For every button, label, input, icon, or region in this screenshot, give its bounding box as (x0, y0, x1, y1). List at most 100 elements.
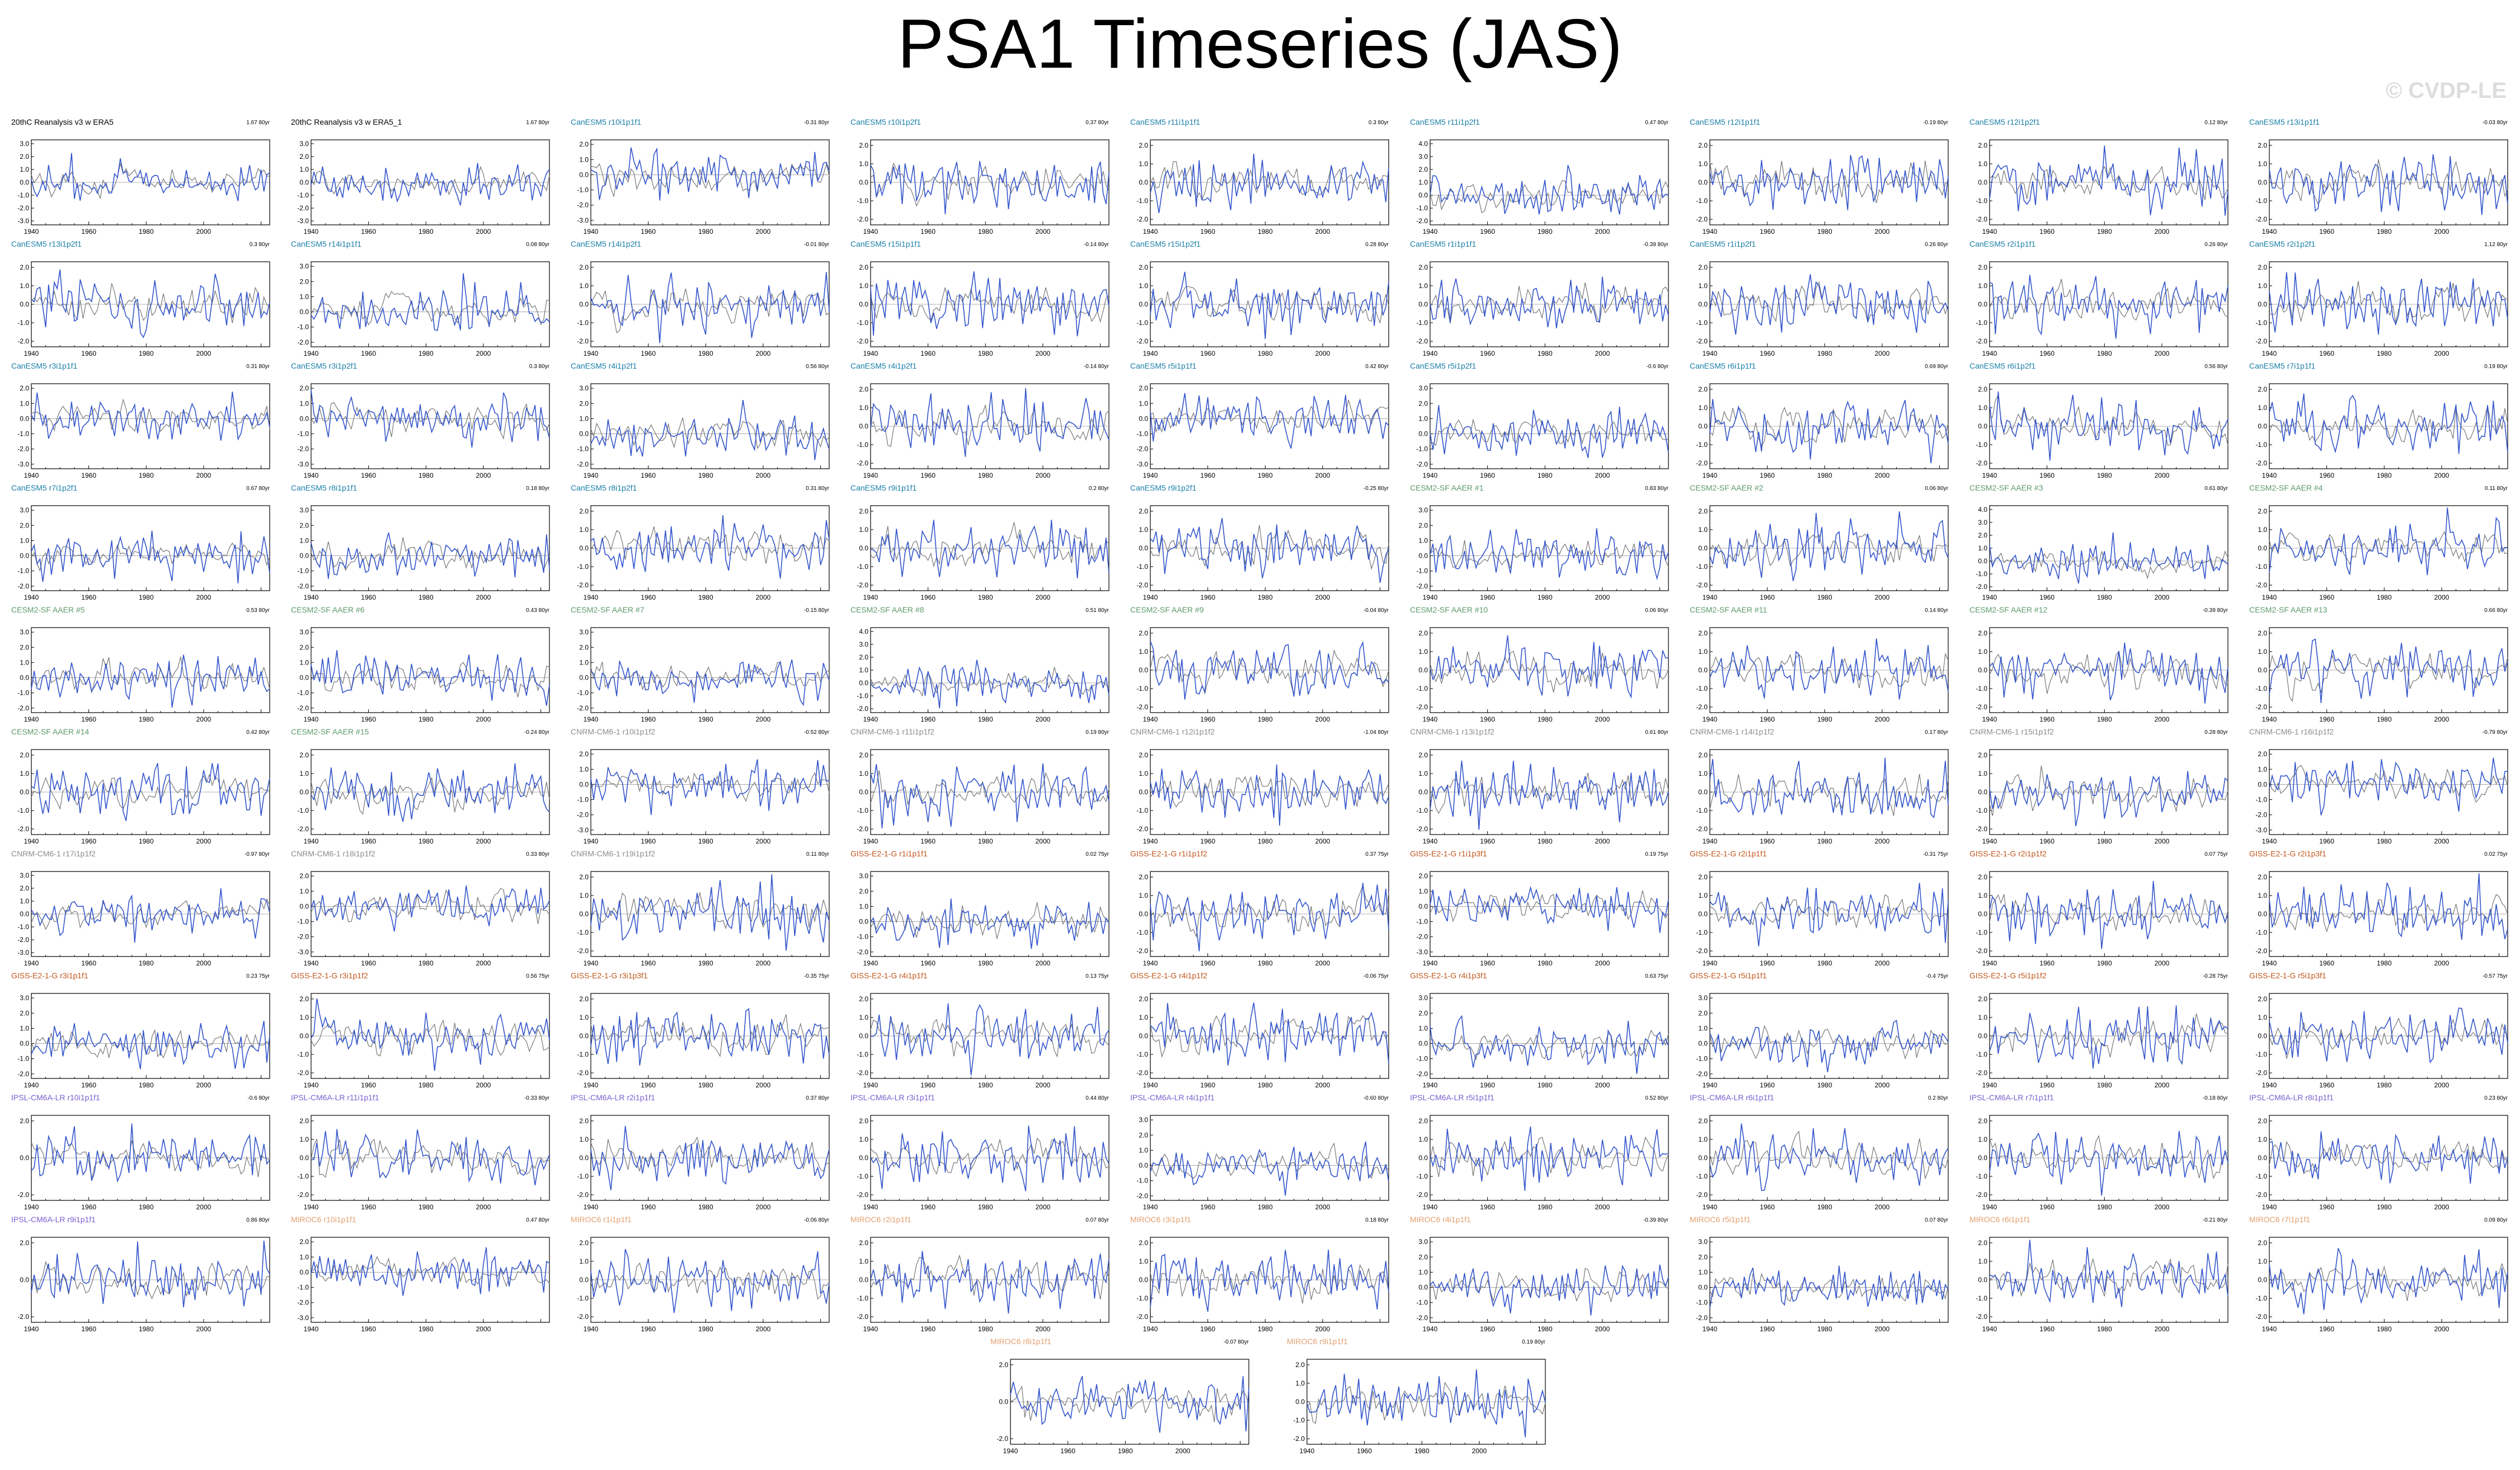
timeseries-plot: 2.0 1.0 0.0 -1.0 -2.0 1940 1960 1980 2000 (17, 749, 270, 845)
x-tick-label: 2000 (1315, 593, 1330, 601)
y-tick-label: 0.0 (1978, 557, 1987, 565)
y-tick-label: -2.0 (297, 1191, 309, 1199)
panel-trend-label: 0.12 80yr (2204, 120, 2228, 126)
x-tick-label: 1960 (1480, 959, 1495, 967)
member-series-line (590, 272, 830, 343)
panel-title: CanESM5 r10i1p2f1 (850, 117, 922, 126)
panel-trend-label: -0.07 80yr (1223, 1339, 1249, 1345)
x-tick-label: 2000 (1875, 1325, 1890, 1333)
y-tick-label: -1.0 (857, 692, 868, 700)
x-tick-label: 2000 (1036, 472, 1051, 479)
x-tick-label: 2000 (196, 837, 211, 845)
member-series-line (1989, 771, 2228, 827)
observed-series-line (31, 542, 270, 572)
timeseries-plot: 2.0 1.0 0.0 -1.0 -2.0 1940 1960 1980 2000 (1976, 261, 2228, 357)
observed-series-line (2269, 281, 2508, 323)
observed-series-line (1989, 765, 2228, 816)
x-tick-label: 1960 (2039, 593, 2054, 601)
y-tick-label: 0.0 (299, 1154, 309, 1162)
panel-trend-label: -0.52 80yr (803, 729, 829, 736)
x-tick-label: 1940 (1143, 350, 1158, 357)
timeseries-panel: MIROC6 r10i1p1f1 0.47 80yr 2.0 1.0 0.0 -1.0 -2… (288, 1215, 551, 1333)
timeseries-panel: GISS-E2-1-G r5i1p3f1 -0.57 75yr 2.0 1.0 0.0 -… (2246, 971, 2509, 1089)
observed-series-line (2269, 653, 2508, 703)
x-tick-label: 2000 (476, 1203, 491, 1211)
plot-frame (590, 627, 830, 713)
x-tick-label: 2000 (1595, 715, 1610, 723)
y-tick-label: 1.0 (20, 1024, 29, 1032)
timeseries-plot: 3.0 2.0 1.0 0.0 -1.0 -2.0 1940 1960 1980 2000 (17, 627, 270, 723)
observed-series-line (1709, 281, 1949, 323)
x-tick-label: 2000 (756, 1325, 771, 1333)
x-tick-label: 2000 (1036, 1203, 1051, 1211)
x-tick-label: 1940 (2262, 593, 2277, 601)
timeseries-panel: CESM2-SF AAER #8 0.51 80yr 4.0 3.0 2.0 1.0 0.0… (847, 605, 1110, 723)
y-tick-label: -1.0 (17, 191, 29, 199)
panel-title: GISS-E2-1-G r3i1p1f1 (11, 971, 88, 980)
x-tick-label: 1960 (1357, 1447, 1372, 1455)
y-tick-label: 3.0 (1418, 994, 1428, 1002)
panel-trend-label: 0.44 80yr (1085, 1095, 1109, 1101)
x-tick-label: 1960 (1200, 1325, 1215, 1333)
y-tick-label: -1.0 (2255, 319, 2267, 327)
timeseries-panel: GISS-E2-1-G r4i1p1f2 -0.06 75yr 2.0 1.0 0.0 -… (1127, 971, 1390, 1089)
x-tick-label: 1960 (81, 959, 96, 967)
y-tick-label: 1.0 (579, 765, 589, 773)
x-tick-label: 1940 (1143, 959, 1158, 967)
member-series-line (1150, 1141, 1389, 1196)
y-tick-label: -2.0 (1696, 581, 1708, 589)
observed-series-line (1709, 161, 1949, 203)
y-tick-label: 0.0 (1698, 422, 1708, 430)
y-tick-label: 2.0 (1418, 1009, 1428, 1017)
plot-frame (870, 871, 1109, 957)
y-tick-label: 2.0 (1698, 873, 1708, 881)
y-tick-label: -2.0 (17, 1313, 29, 1321)
panel-title: CNRM-CM6-1 r11i1p1f2 (850, 727, 934, 736)
panel-trend-label: 1.12 80yr (2484, 242, 2508, 248)
x-tick-label: 1980 (2377, 350, 2392, 357)
x-tick-label: 1940 (863, 593, 878, 601)
panel-title: IPSL-CM6A-LR r5i1p1f1 (1410, 1093, 1494, 1102)
y-tick-label: -2.0 (1976, 583, 1987, 591)
y-tick-label: 2.0 (1698, 1253, 1708, 1261)
member-series-line (311, 273, 550, 331)
y-tick-label: -2.0 (857, 581, 868, 589)
panel-trend-label: 0.26 80yr (2204, 242, 2228, 248)
panel-trend-label: -0.14 80yr (1083, 242, 1109, 248)
panel-trend-label: 0.51 80yr (1085, 607, 1109, 614)
timeseries-plot: 2.0 1.0 0.0 -1.0 -2.0 -3.0 1940 1960 1980 2000 (2255, 749, 2508, 845)
x-tick-label: 1980 (2097, 1081, 2112, 1089)
y-tick-label: -1.0 (1136, 1294, 1148, 1302)
x-tick-label: 2000 (756, 228, 771, 235)
observed-series-line (311, 662, 550, 698)
panel-trend-label: 0.19 80yr (2484, 364, 2508, 370)
x-tick-label: 1960 (81, 593, 96, 601)
x-tick-label: 1940 (584, 715, 599, 723)
y-tick-label: 2.0 (579, 140, 589, 148)
x-tick-label: 1960 (641, 959, 656, 967)
panel-title: GISS-E2-1-G r5i1p1f1 (1690, 971, 1767, 980)
x-tick-label: 1940 (24, 593, 39, 601)
panel-title: CESM2-SF AAER #10 (1410, 605, 1488, 614)
y-tick-label: -2.0 (1136, 703, 1148, 711)
y-tick-label: -2.0 (577, 1191, 589, 1199)
x-tick-label: 2000 (1315, 959, 1330, 967)
timeseries-panel: MIROC6 r8i1p1f1 -0.07 80yr 2.0 0.0 -2.0 1940 1… (987, 1337, 1250, 1455)
timeseries-panel: CanESM5 r4i1p2f1 0.56 80yr 3.0 2.0 1.0 0.0 -1.… (567, 361, 830, 479)
panel-title: CanESM5 r15i1p2f1 (1130, 239, 1201, 248)
y-tick-label: 1.0 (1139, 770, 1148, 778)
x-tick-label: 1940 (863, 959, 878, 967)
y-tick-label: 2.0 (1978, 263, 1987, 271)
x-tick-label: 2000 (476, 593, 491, 601)
y-tick-label: 1.0 (2258, 765, 2267, 773)
y-tick-label: 2.0 (1418, 521, 1428, 529)
y-tick-label: -3.0 (297, 948, 309, 956)
x-tick-label: 2000 (476, 228, 491, 235)
x-tick-label: 1940 (24, 1325, 39, 1333)
y-tick-label: 1.0 (1139, 892, 1148, 899)
x-tick-label: 1980 (139, 472, 154, 479)
timeseries-panel: CESM2-SF AAER #7 -0.15 80yr 3.0 2.0 1.0 0.0 -1… (567, 605, 830, 723)
timeseries-panel: IPSL-CM6A-LR r3i1p1f1 0.44 80yr 2.0 1.0 0.0 -… (847, 1093, 1110, 1211)
y-tick-label: -2.0 (1416, 582, 1428, 590)
y-tick-label: 0.0 (1139, 544, 1148, 552)
